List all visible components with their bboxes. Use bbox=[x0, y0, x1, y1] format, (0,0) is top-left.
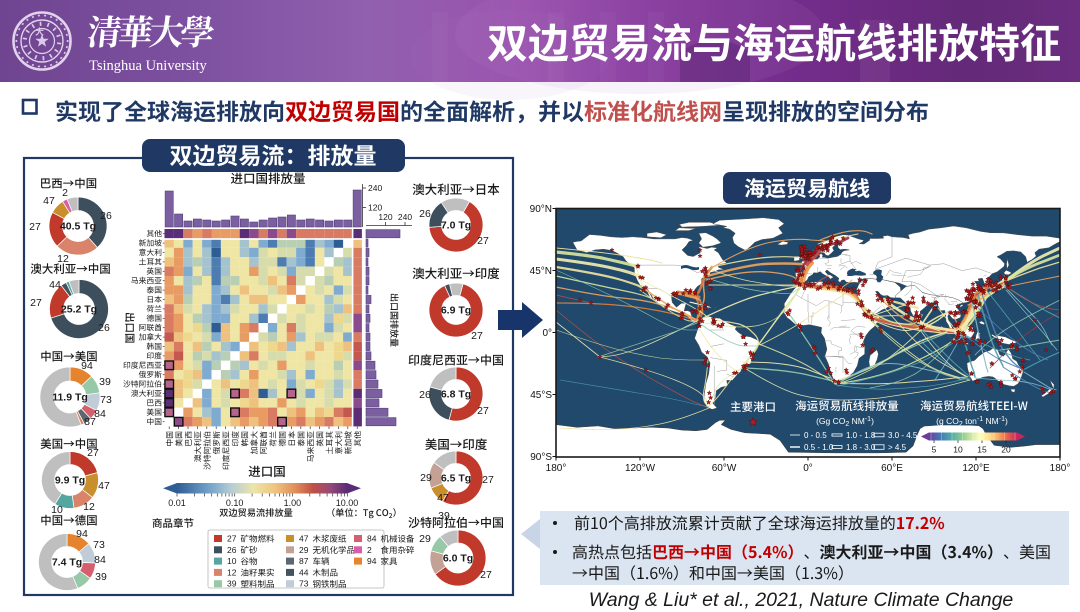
svg-text:90°S: 90°S bbox=[530, 452, 552, 463]
svg-text:84: 84 bbox=[94, 554, 106, 566]
svg-text:120: 120 bbox=[378, 212, 392, 222]
svg-text:44: 44 bbox=[49, 279, 61, 291]
svg-text:29: 29 bbox=[420, 472, 432, 484]
svg-text:26: 26 bbox=[227, 545, 237, 555]
svg-text:45°N: 45°N bbox=[530, 266, 552, 277]
svg-text:0°: 0° bbox=[803, 463, 813, 474]
svg-text:7.4 Tg: 7.4 Tg bbox=[52, 557, 82, 569]
svg-text:2: 2 bbox=[367, 545, 372, 555]
svg-text:60°W: 60°W bbox=[712, 463, 737, 474]
svg-text:6.8 Tg: 6.8 Tg bbox=[441, 389, 471, 401]
svg-text:10: 10 bbox=[51, 504, 63, 516]
svg-text:12: 12 bbox=[83, 501, 95, 513]
svg-text:29: 29 bbox=[299, 545, 309, 555]
svg-text:39: 39 bbox=[438, 510, 450, 522]
svg-text:73: 73 bbox=[299, 579, 309, 589]
svg-text:27: 27 bbox=[482, 474, 494, 486]
svg-text:10.00: 10.00 bbox=[336, 498, 359, 508]
svg-text:20: 20 bbox=[1001, 445, 1011, 455]
svg-text:12: 12 bbox=[227, 567, 237, 577]
svg-text:240: 240 bbox=[368, 183, 382, 193]
svg-text:47: 47 bbox=[98, 480, 110, 492]
svg-text:39: 39 bbox=[227, 579, 237, 589]
svg-text:47: 47 bbox=[437, 492, 449, 504]
svg-text:26: 26 bbox=[98, 322, 110, 334]
svg-text:27: 27 bbox=[87, 447, 99, 459]
svg-text:120: 120 bbox=[368, 203, 382, 213]
svg-text:15: 15 bbox=[977, 445, 987, 455]
svg-text:1.00: 1.00 bbox=[284, 498, 302, 508]
svg-text:44: 44 bbox=[299, 567, 309, 577]
svg-text:29: 29 bbox=[419, 533, 431, 545]
svg-text:180°: 180° bbox=[1050, 463, 1071, 474]
svg-text:1.0 - 1.8: 1.0 - 1.8 bbox=[846, 431, 876, 440]
svg-text:27: 27 bbox=[477, 405, 489, 417]
svg-text:87: 87 bbox=[84, 416, 96, 428]
svg-text:60°E: 60°E bbox=[881, 463, 903, 474]
svg-text:39: 39 bbox=[95, 571, 107, 583]
svg-text:26: 26 bbox=[419, 389, 431, 401]
svg-text:73: 73 bbox=[100, 394, 112, 406]
svg-text:94: 94 bbox=[367, 556, 377, 566]
svg-text:0.01: 0.01 bbox=[168, 498, 186, 508]
svg-text:120°E: 120°E bbox=[962, 463, 990, 474]
svg-text:27: 27 bbox=[29, 221, 41, 233]
svg-text:94: 94 bbox=[81, 360, 93, 372]
svg-text:27: 27 bbox=[30, 297, 42, 309]
svg-text:1.8 - 3.0: 1.8 - 3.0 bbox=[846, 443, 876, 452]
svg-text:40.5 Tg: 40.5 Tg bbox=[60, 221, 96, 233]
svg-text:6.0 Tg: 6.0 Tg bbox=[443, 553, 473, 565]
svg-text:Tsinghua University: Tsinghua University bbox=[89, 58, 208, 74]
svg-text:39: 39 bbox=[99, 376, 111, 388]
svg-text:26: 26 bbox=[419, 208, 431, 220]
svg-text:9.9 Tg: 9.9 Tg bbox=[55, 475, 85, 487]
svg-text:11.9 Tg: 11.9 Tg bbox=[52, 392, 88, 404]
svg-text:0°: 0° bbox=[542, 328, 552, 339]
svg-text:2: 2 bbox=[62, 187, 68, 199]
svg-text:47: 47 bbox=[299, 534, 309, 544]
svg-text:26: 26 bbox=[100, 210, 112, 222]
svg-text:180°: 180° bbox=[546, 463, 567, 474]
svg-text:6.5 Tg: 6.5 Tg bbox=[441, 473, 471, 485]
svg-text:Wang & Liu* et al., 2021, Natu: Wang & Liu* et al., 2021, Nature Climate… bbox=[589, 589, 1014, 611]
svg-text:(Gg CO2 NM-1): (Gg CO2 NM-1) bbox=[816, 416, 874, 428]
svg-text:0 - 0.5: 0 - 0.5 bbox=[804, 431, 827, 440]
svg-text:94: 94 bbox=[76, 528, 88, 540]
svg-text:0.5 - 1.0: 0.5 - 1.0 bbox=[804, 443, 834, 452]
svg-text:10: 10 bbox=[953, 445, 963, 455]
svg-text:47: 47 bbox=[43, 195, 55, 207]
svg-text:27: 27 bbox=[477, 235, 489, 247]
svg-text:12: 12 bbox=[57, 253, 69, 265]
svg-text:5: 5 bbox=[932, 445, 937, 455]
svg-text:6.9 Tg: 6.9 Tg bbox=[441, 305, 471, 317]
svg-text:84: 84 bbox=[94, 408, 106, 420]
svg-text:(g CO2 ton-1 NM-1): (g CO2 ton-1 NM-1) bbox=[936, 416, 1008, 428]
svg-text:10: 10 bbox=[227, 556, 237, 566]
svg-text:27: 27 bbox=[471, 330, 483, 342]
svg-text:27: 27 bbox=[480, 569, 492, 581]
svg-text:3.0 - 4.5: 3.0 - 4.5 bbox=[888, 431, 918, 440]
svg-text:87: 87 bbox=[299, 556, 309, 566]
svg-text:73: 73 bbox=[93, 539, 105, 551]
svg-text:90°N: 90°N bbox=[530, 204, 552, 215]
svg-text:240: 240 bbox=[398, 212, 412, 222]
svg-text:120°W: 120°W bbox=[625, 463, 656, 474]
svg-text:7.0 Tg: 7.0 Tg bbox=[441, 220, 471, 232]
svg-text:27: 27 bbox=[227, 534, 237, 544]
svg-text:> 4.5: > 4.5 bbox=[888, 443, 907, 452]
svg-text:0.10: 0.10 bbox=[226, 498, 244, 508]
svg-text:25.2 Tg: 25.2 Tg bbox=[61, 304, 97, 316]
svg-text:45°S: 45°S bbox=[530, 390, 552, 401]
svg-text:84: 84 bbox=[367, 534, 377, 544]
